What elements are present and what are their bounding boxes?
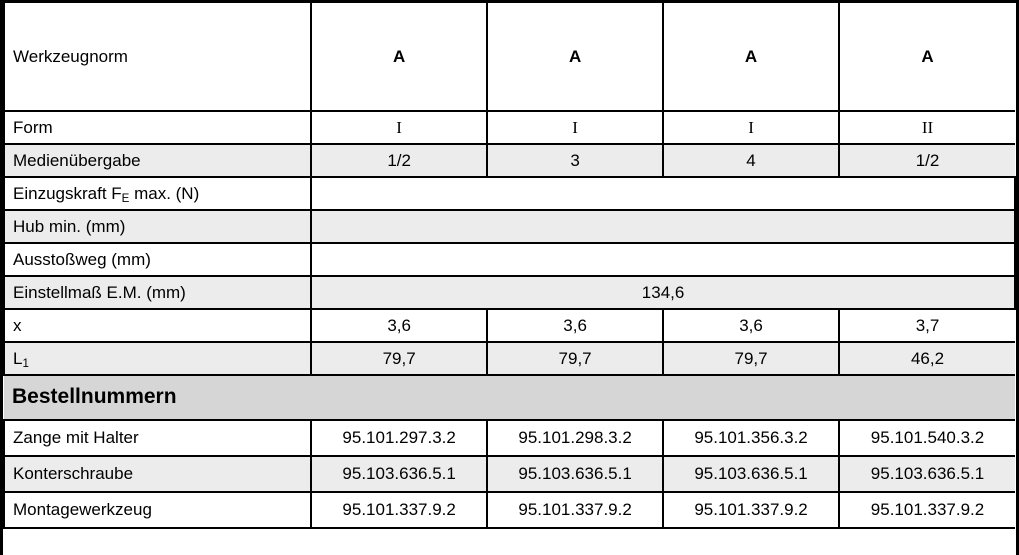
row-value: 3,6 bbox=[486, 308, 665, 343]
order-row-label: Montagewerkzeug bbox=[2, 491, 313, 529]
order-row-label: Konterschraube bbox=[2, 455, 313, 493]
roman-numeral: I bbox=[396, 117, 402, 137]
row-label: L1 bbox=[2, 341, 313, 376]
row-value: 3 bbox=[486, 143, 665, 178]
row-value: 46,2 bbox=[838, 341, 1015, 376]
row-value: I bbox=[662, 110, 841, 145]
order-number-value: 95.103.636.5.1 bbox=[838, 455, 1015, 493]
row-value: 79,7 bbox=[310, 341, 489, 376]
row-value: 79,7 bbox=[486, 341, 665, 376]
row-value: 4 bbox=[662, 143, 841, 178]
table-row: Einzugskraft FE max. (N) bbox=[2, 176, 1016, 211]
section-header-row: Bestellnummern bbox=[4, 374, 1015, 421]
row-value: II bbox=[838, 110, 1015, 145]
row-value: 3,6 bbox=[662, 308, 841, 343]
row-merged-value bbox=[310, 242, 1016, 277]
table-body: Werkzeugnorm A A A A Form I I I II Medienübergabe 1… bbox=[2, 3, 1016, 529]
order-row-label: Zange mit Halter bbox=[2, 419, 313, 457]
row-label: Einzugskraft FE max. (N) bbox=[2, 176, 313, 211]
order-number-value: 95.103.636.5.1 bbox=[310, 455, 489, 493]
row-value: 1/2 bbox=[838, 143, 1015, 178]
row-value: 3,7 bbox=[838, 308, 1015, 343]
roman-numeral: I bbox=[748, 117, 754, 137]
table-row: Medienübergabe 1/2 3 4 1/2 bbox=[2, 143, 1015, 178]
row-value: 3,6 bbox=[310, 308, 489, 343]
table-row: L1 79,7 79,7 79,7 46,2 bbox=[2, 341, 1015, 376]
table-row: Ausstoßweg (mm) bbox=[2, 242, 1016, 277]
header-column-letter-4: A bbox=[838, 3, 1015, 112]
header-column-letter-2: A bbox=[486, 3, 665, 112]
row-label: Ausstoßweg (mm) bbox=[2, 242, 313, 277]
order-number-row: Montagewerkzeug 95.101.337.9.2 95.101.337.… bbox=[2, 491, 1015, 529]
order-number-value: 95.101.540.3.2 bbox=[838, 419, 1015, 457]
roman-numeral: I bbox=[572, 117, 578, 137]
row-label: Hub min. (mm) bbox=[2, 209, 313, 244]
row-merged-value bbox=[310, 176, 1016, 211]
order-number-row: Konterschraube 95.103.636.5.1 95.103.636.5… bbox=[2, 455, 1015, 493]
header-column-letter-1: A bbox=[310, 3, 489, 112]
row-label: Form bbox=[2, 110, 313, 145]
row-value: 79,7 bbox=[662, 341, 841, 376]
order-number-value: 95.101.356.3.2 bbox=[662, 419, 841, 457]
table-header-row: Werkzeugnorm A A A A bbox=[2, 3, 1015, 112]
row-label: Medienübergabe bbox=[2, 143, 313, 178]
row-value: I bbox=[310, 110, 489, 145]
order-number-value: 95.101.337.9.2 bbox=[310, 491, 489, 529]
row-label: Einstellmaß E.M. (mm) bbox=[2, 275, 313, 310]
section-title-bestellnummern: Bestellnummern bbox=[4, 374, 1015, 421]
order-number-row: Zange mit Halter 95.101.297.3.2 95.101.298… bbox=[2, 419, 1015, 457]
order-number-value: 95.101.337.9.2 bbox=[486, 491, 665, 529]
order-number-value: 95.103.636.5.1 bbox=[662, 455, 841, 493]
table-row: Einstellmaß E.M. (mm) 134,6 bbox=[2, 275, 1016, 310]
row-merged-value: 134,6 bbox=[310, 275, 1016, 310]
header-label-werkzeugnorm: Werkzeugnorm bbox=[2, 3, 313, 112]
table-row: Hub min. (mm) bbox=[2, 209, 1016, 244]
row-value: I bbox=[486, 110, 665, 145]
row-value: 1/2 bbox=[310, 143, 489, 178]
order-number-value: 95.103.636.5.1 bbox=[486, 455, 665, 493]
row-label: x bbox=[2, 308, 313, 343]
order-number-value: 95.101.298.3.2 bbox=[486, 419, 665, 457]
tool-specification-table: Werkzeugnorm A A A A Form I I I II Medienübergabe 1… bbox=[2, 3, 1016, 529]
table-row: x 3,6 3,6 3,6 3,7 bbox=[2, 308, 1015, 343]
header-column-letter-3: A bbox=[662, 3, 841, 112]
roman-numeral: II bbox=[921, 117, 934, 137]
order-number-value: 95.101.337.9.2 bbox=[838, 491, 1015, 529]
order-number-value: 95.101.337.9.2 bbox=[662, 491, 841, 529]
table-row: Form I I I II bbox=[2, 110, 1015, 145]
order-number-value: 95.101.297.3.2 bbox=[310, 419, 489, 457]
row-merged-value bbox=[310, 209, 1016, 244]
